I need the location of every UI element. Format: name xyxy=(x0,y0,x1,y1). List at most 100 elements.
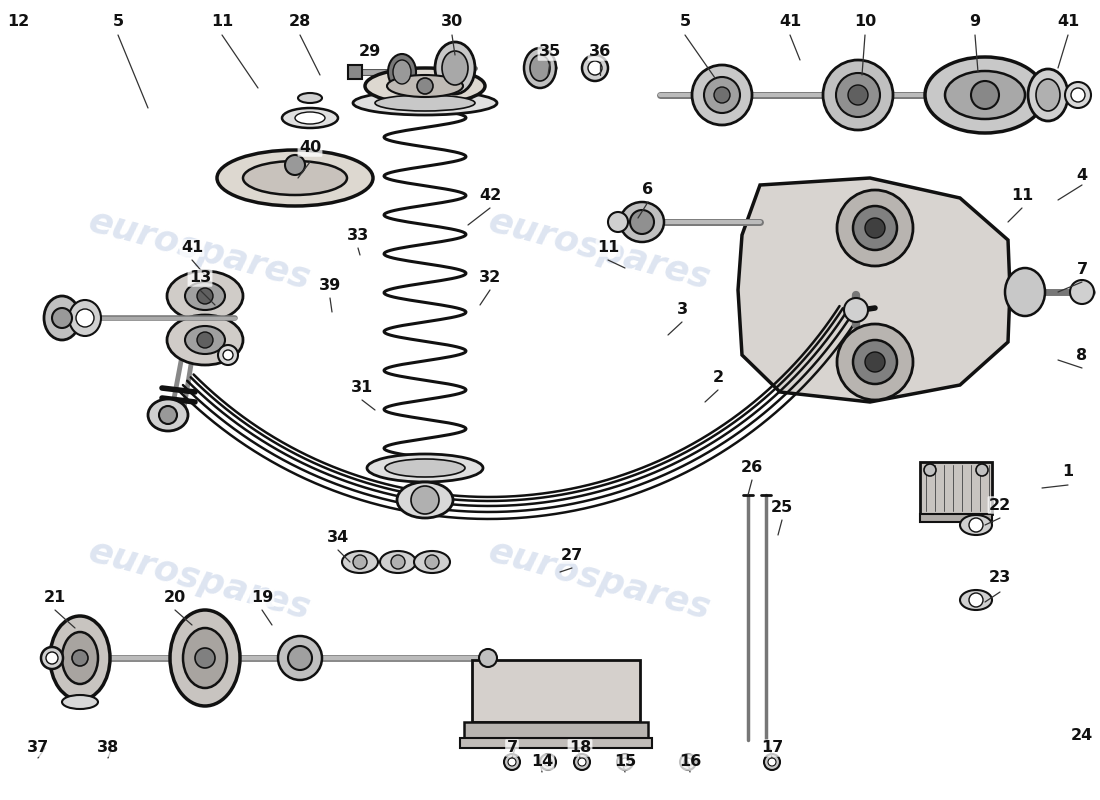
Ellipse shape xyxy=(960,590,992,610)
Text: 11: 11 xyxy=(1011,187,1033,202)
Circle shape xyxy=(969,593,983,607)
Text: 22: 22 xyxy=(989,498,1011,513)
FancyBboxPatch shape xyxy=(920,462,992,514)
Ellipse shape xyxy=(44,296,80,340)
Circle shape xyxy=(390,555,405,569)
Text: 38: 38 xyxy=(97,741,119,755)
Text: 30: 30 xyxy=(441,14,463,30)
Ellipse shape xyxy=(393,60,411,84)
Text: 24: 24 xyxy=(1071,727,1093,742)
Circle shape xyxy=(630,210,654,234)
Text: 42: 42 xyxy=(478,187,502,202)
Circle shape xyxy=(924,464,936,476)
Text: 25: 25 xyxy=(771,501,793,515)
Text: 41: 41 xyxy=(1057,14,1079,30)
Ellipse shape xyxy=(170,610,240,706)
Circle shape xyxy=(764,754,780,770)
Ellipse shape xyxy=(379,551,416,573)
Text: eurospares: eurospares xyxy=(485,534,715,626)
Text: 9: 9 xyxy=(969,14,980,30)
Ellipse shape xyxy=(183,628,227,688)
Circle shape xyxy=(865,352,886,372)
Circle shape xyxy=(197,288,213,304)
Ellipse shape xyxy=(1028,69,1068,121)
Ellipse shape xyxy=(837,190,913,266)
FancyBboxPatch shape xyxy=(348,65,362,79)
Circle shape xyxy=(425,555,439,569)
Circle shape xyxy=(768,758,776,766)
Circle shape xyxy=(608,212,628,232)
Text: 27: 27 xyxy=(561,547,583,562)
Text: 3: 3 xyxy=(676,302,688,318)
Circle shape xyxy=(160,406,177,424)
Ellipse shape xyxy=(925,57,1045,133)
Text: 11: 11 xyxy=(597,241,619,255)
Ellipse shape xyxy=(524,48,556,88)
Ellipse shape xyxy=(442,51,468,85)
Ellipse shape xyxy=(217,150,373,206)
Ellipse shape xyxy=(375,95,475,111)
Text: eurospares: eurospares xyxy=(85,534,315,626)
Ellipse shape xyxy=(704,77,740,113)
Ellipse shape xyxy=(530,55,550,81)
Text: 36: 36 xyxy=(588,45,612,59)
Circle shape xyxy=(478,649,497,667)
Ellipse shape xyxy=(167,271,243,321)
Circle shape xyxy=(41,647,63,669)
Text: 7: 7 xyxy=(506,741,518,755)
Circle shape xyxy=(976,464,988,476)
Circle shape xyxy=(508,758,516,766)
Text: 7: 7 xyxy=(1077,262,1088,278)
Ellipse shape xyxy=(243,161,346,195)
Text: 31: 31 xyxy=(351,381,373,395)
Text: 41: 41 xyxy=(180,241,204,255)
Text: 34: 34 xyxy=(327,530,349,546)
Text: 14: 14 xyxy=(531,754,553,770)
Ellipse shape xyxy=(385,459,465,477)
Text: 29: 29 xyxy=(359,45,381,59)
Circle shape xyxy=(865,218,886,238)
Ellipse shape xyxy=(852,340,896,384)
Text: 40: 40 xyxy=(299,141,321,155)
Text: 28: 28 xyxy=(289,14,311,30)
Circle shape xyxy=(621,758,629,766)
FancyBboxPatch shape xyxy=(464,722,648,738)
Text: 35: 35 xyxy=(539,45,561,59)
Ellipse shape xyxy=(367,454,483,482)
Circle shape xyxy=(844,298,868,322)
Ellipse shape xyxy=(620,202,664,242)
Text: 15: 15 xyxy=(614,754,636,770)
Ellipse shape xyxy=(388,54,416,90)
Ellipse shape xyxy=(62,632,98,684)
Ellipse shape xyxy=(295,112,324,124)
Ellipse shape xyxy=(342,551,378,573)
Circle shape xyxy=(540,754,556,770)
Circle shape xyxy=(417,78,433,94)
Text: 32: 32 xyxy=(478,270,502,286)
Circle shape xyxy=(1070,280,1094,304)
Text: 18: 18 xyxy=(569,741,591,755)
Text: 6: 6 xyxy=(642,182,653,198)
Circle shape xyxy=(684,758,692,766)
Circle shape xyxy=(969,518,983,532)
Ellipse shape xyxy=(185,282,226,310)
Circle shape xyxy=(504,754,520,770)
Ellipse shape xyxy=(278,636,322,680)
Ellipse shape xyxy=(414,551,450,573)
Text: 11: 11 xyxy=(211,14,233,30)
Text: 23: 23 xyxy=(989,570,1011,586)
Ellipse shape xyxy=(387,75,463,97)
Ellipse shape xyxy=(692,65,752,125)
Ellipse shape xyxy=(148,399,188,431)
Ellipse shape xyxy=(434,42,475,94)
Circle shape xyxy=(588,61,602,75)
Circle shape xyxy=(285,155,305,175)
Ellipse shape xyxy=(1005,268,1045,316)
Text: 16: 16 xyxy=(679,754,701,770)
Text: 20: 20 xyxy=(164,590,186,606)
Ellipse shape xyxy=(836,73,880,117)
Text: eurospares: eurospares xyxy=(85,204,315,296)
FancyBboxPatch shape xyxy=(472,660,640,722)
Text: 2: 2 xyxy=(713,370,724,386)
Circle shape xyxy=(848,85,868,105)
